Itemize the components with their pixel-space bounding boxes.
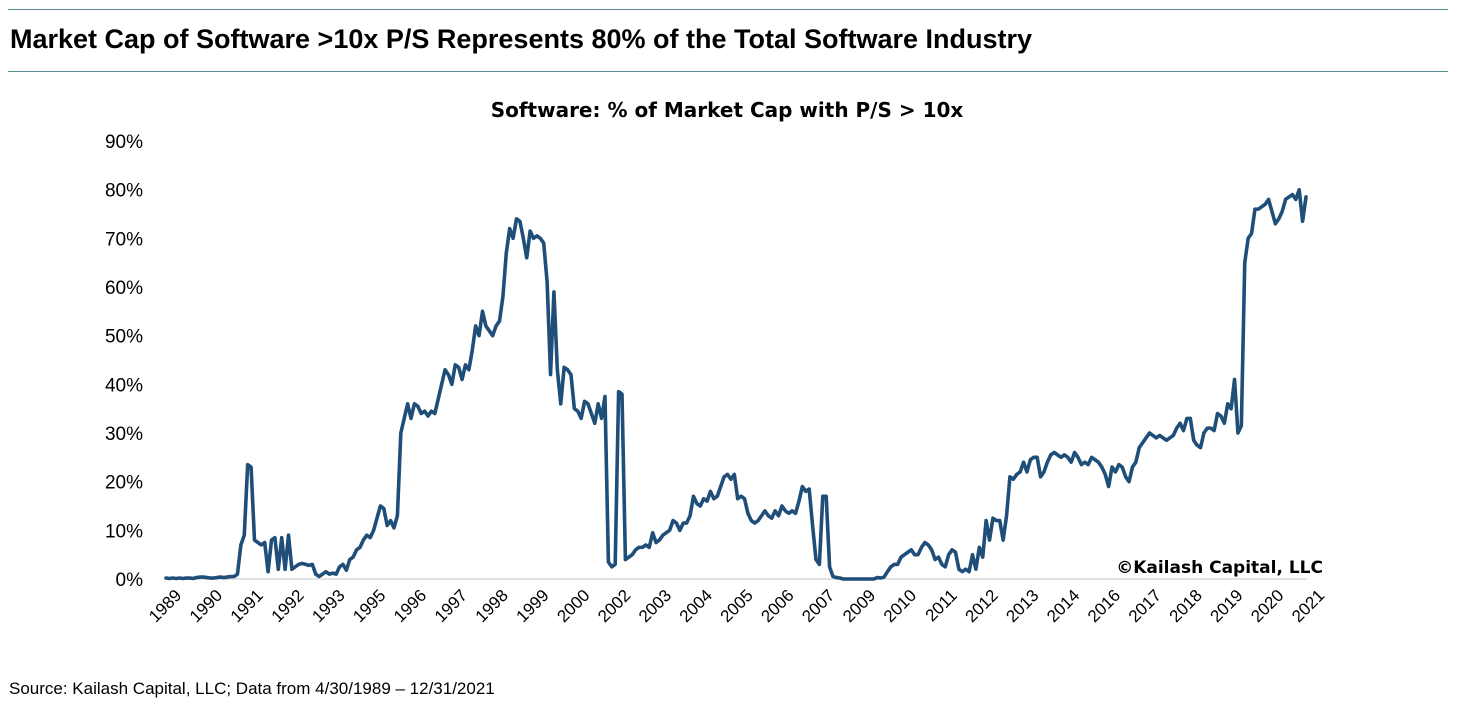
y-tick-label: 70% (105, 229, 143, 250)
x-tick-label: 1998 (472, 586, 512, 626)
x-tick-label: 1990 (186, 586, 226, 626)
x-tick-label: 1992 (268, 586, 308, 626)
y-axis: 0% 10% 20% 30% 40% 50% 60% 70% 80% 90% (105, 132, 143, 591)
title-rule (8, 71, 1448, 72)
source-note: Source: Kailash Capital, LLC; Data from … (9, 679, 495, 698)
y-tick-label: 50% (105, 327, 143, 348)
page-title: Market Cap of Software >10x P/S Represen… (10, 24, 1033, 54)
x-tick-label: 2006 (757, 586, 797, 626)
x-tick-label: 2004 (676, 586, 716, 626)
x-tick-label: 2000 (553, 586, 593, 626)
y-tick-label: 80% (105, 181, 143, 202)
x-tick-label: 1999 (513, 586, 553, 626)
x-tick-label: 2013 (1002, 586, 1042, 626)
x-tick-label: 1989 (145, 586, 185, 626)
y-tick-label: 60% (105, 278, 143, 299)
x-tick-label: 2003 (635, 586, 675, 626)
x-tick-label: 2002 (594, 586, 634, 626)
x-tick-label: 1996 (390, 586, 430, 626)
x-tick-label: 2017 (1125, 586, 1165, 626)
x-tick-label: 2010 (880, 586, 920, 626)
chart-title: Software: % of Market Cap with P/S > 10x (491, 98, 964, 122)
x-tick-label: 2016 (1084, 586, 1124, 626)
y-tick-label: 90% (105, 132, 143, 153)
x-tick-label: 2014 (1043, 586, 1083, 626)
x-tick-label: 2020 (1247, 586, 1287, 626)
x-tick-label: 2009 (839, 586, 879, 626)
copyright-annotation: ©Kailash Capital, LLC (1116, 558, 1323, 578)
x-tick-label: 1993 (308, 586, 348, 626)
chart: Software: % of Market Cap with P/S > 10x… (105, 98, 1328, 626)
y-tick-label: 40% (105, 375, 143, 396)
top-rule (8, 9, 1448, 10)
x-tick-label: 2007 (798, 586, 838, 626)
y-tick-label: 20% (105, 473, 143, 494)
series-line (164, 187, 1308, 581)
x-tick-label: 2019 (1206, 586, 1246, 626)
y-tick-label: 10% (105, 521, 143, 542)
x-tick-label: 1997 (431, 586, 471, 626)
x-tick-label: 1991 (227, 586, 267, 626)
x-axis: 1989 1990 1991 1992 1993 1995 1996 1997 1998 1999… (145, 586, 1328, 626)
x-tick-label: 2011 (922, 586, 961, 625)
x-tick-label: 2012 (962, 586, 1002, 626)
x-tick-label: 1995 (349, 586, 389, 626)
y-tick-label: 30% (105, 424, 143, 445)
x-tick-label: 2018 (1166, 586, 1206, 626)
x-tick-label: 2005 (717, 586, 757, 626)
y-tick-label: 0% (116, 570, 144, 591)
x-tick-label: 2021 (1288, 586, 1328, 626)
